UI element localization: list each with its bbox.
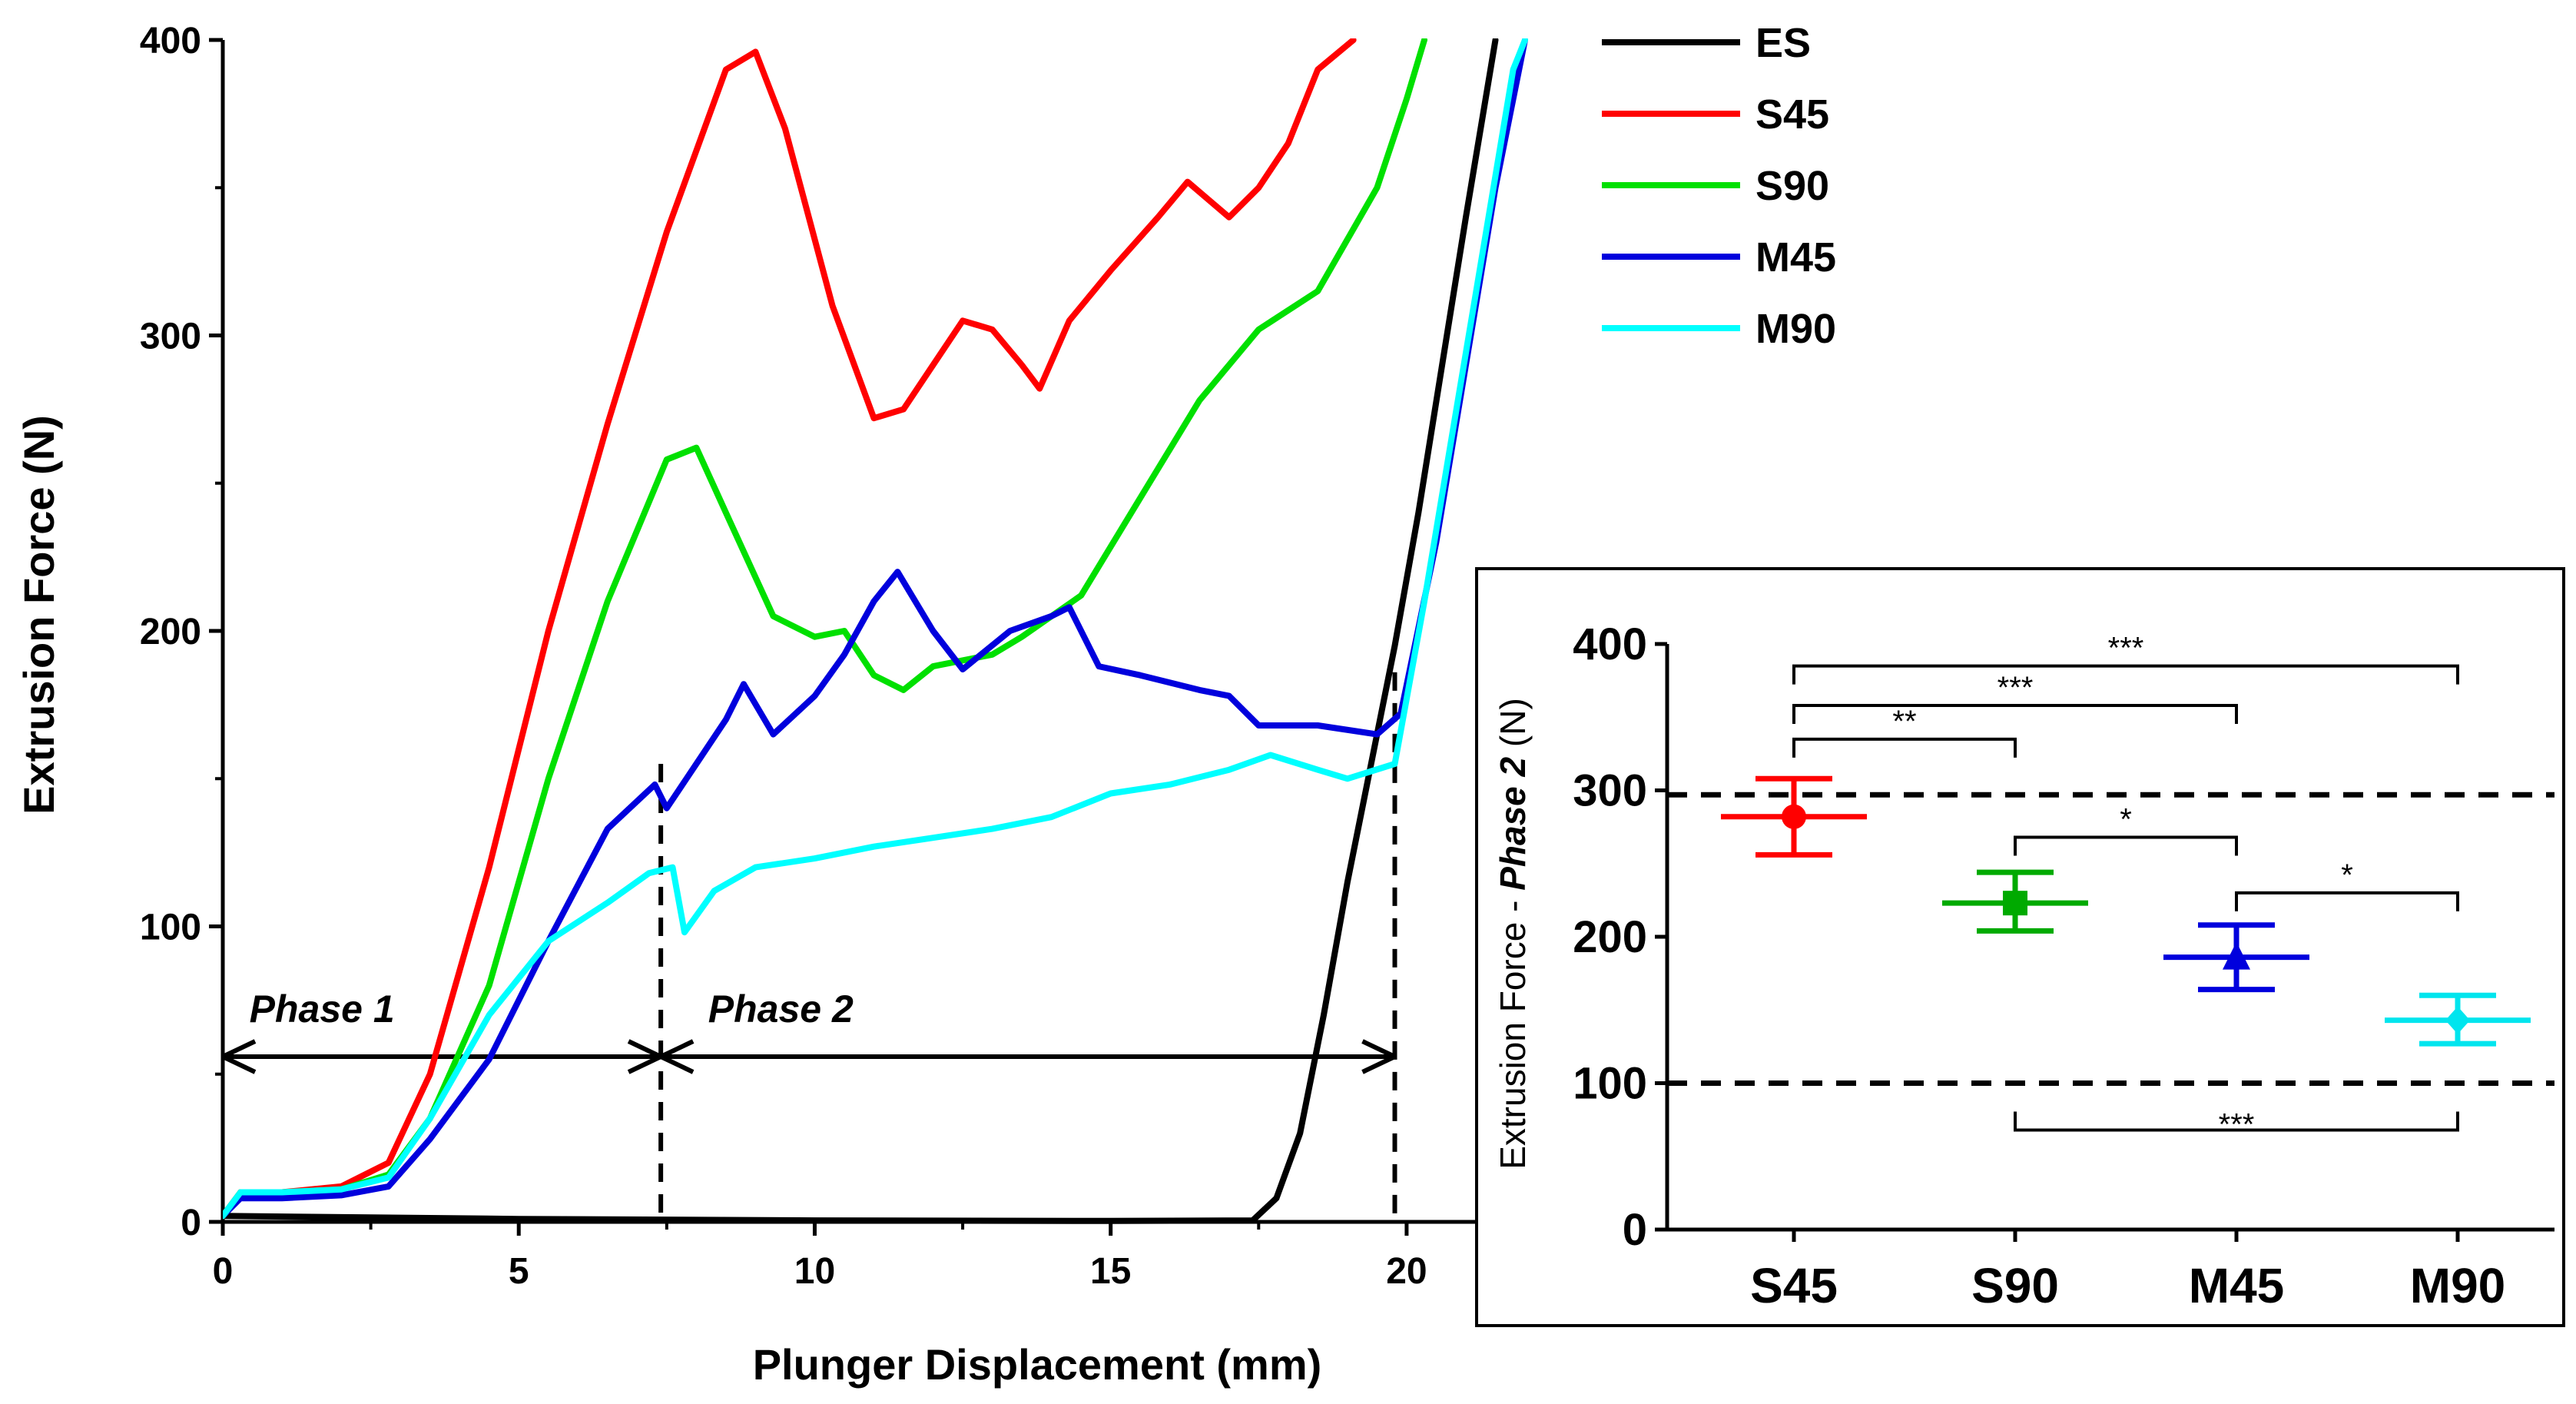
inset-y-tick-label: 200 <box>1573 912 1647 962</box>
main-y-tick-label: 0 <box>181 1203 201 1243</box>
inset-significance: ************* <box>1792 632 2459 1141</box>
mean-marker-s90 <box>2003 891 2027 916</box>
inset-y-tick-label: 400 <box>1573 619 1647 669</box>
inset-y-label-part: Extrusion Force - <box>1493 891 1533 1170</box>
phase2-arrow-head-right <box>1361 1039 1396 1074</box>
main-x-tick-label: 10 <box>794 1251 835 1292</box>
inset-x-tick-label: S45 <box>1750 1258 1838 1313</box>
mean-marker-m45 <box>2223 941 2250 970</box>
series-line-s45 <box>223 38 1357 1220</box>
legend-label-s90: S90 <box>1755 163 1829 209</box>
main-y-ticks: 0 100 200 300 400 <box>140 21 223 1243</box>
main-x-tick-label: 0 <box>213 1251 234 1292</box>
phase2-arrow-head-left <box>659 1039 695 1074</box>
significance-label: * <box>2120 802 2132 836</box>
legend-label-m45: M45 <box>1755 234 1836 280</box>
legend-label-s45: S45 <box>1755 91 1829 138</box>
main-series <box>223 38 1528 1224</box>
legend: ES S45 S90 M45 M90 <box>1602 20 1836 352</box>
significance-bracket <box>1792 737 2017 758</box>
phase-annotations: Phase 1 Phase 2 <box>221 672 1397 1222</box>
inset-chart: 0 100 200 300 400 S45 S90 M45 M90 Extrusion For… <box>1475 567 2565 1327</box>
main-x-ticks: 0 5 10 15 20 <box>213 1222 1427 1292</box>
phase2-label: Phase 2 <box>708 987 854 1031</box>
significance-bracket <box>1792 664 2459 685</box>
series-line-es <box>223 38 1499 1224</box>
main-y-axis-title: Extrusion Force (N) <box>15 415 63 815</box>
inset-y-tick-label: 100 <box>1573 1059 1647 1109</box>
series-line-s90 <box>223 38 1427 1220</box>
inset-x-tick-label: M45 <box>2189 1258 2285 1313</box>
legend-label-es: ES <box>1755 20 1811 66</box>
inset-y-ticks: 0 100 200 300 400 <box>1573 619 1667 1255</box>
inset-reference-lines <box>1667 792 2554 1086</box>
phase1-arrow-head-left <box>221 1039 257 1074</box>
main-x-tick-label: 15 <box>1090 1251 1131 1292</box>
inset-points <box>1721 775 2531 1047</box>
phase1-arrow-head-right <box>627 1039 662 1074</box>
main-y-tick-label: 400 <box>140 21 201 61</box>
significance-label: *** <box>1997 671 2034 705</box>
inset-x-tick-label: S90 <box>1971 1258 2059 1313</box>
series-line-m45 <box>223 38 1528 1220</box>
inset-y-tick-label: 0 <box>1623 1205 1647 1255</box>
main-chart: 0 100 200 300 400 0 5 10 15 20 Plunger Displacem… <box>15 20 1836 1389</box>
main-x-tick-label: 5 <box>509 1251 529 1292</box>
significance-bracket <box>1792 704 2238 725</box>
phase1-label: Phase 1 <box>250 987 395 1031</box>
significance-label: ** <box>1892 705 1916 739</box>
main-y-tick-label: 300 <box>140 317 201 357</box>
inset-y-tick-label: 300 <box>1573 766 1647 816</box>
significance-bracket <box>2014 1111 2459 1132</box>
main-y-tick-label: 100 <box>140 908 201 948</box>
inset-y-label-italic: Phase 2 <box>1493 756 1533 890</box>
main-y-tick-label: 200 <box>140 612 201 652</box>
series-line-m90 <box>223 38 1528 1220</box>
inset-y-axis-title: Extrusion Force - Phase 2 (N) <box>1493 698 1533 1170</box>
inset-frame <box>1475 567 2565 1327</box>
legend-label-m90: M90 <box>1755 306 1836 352</box>
significance-bracket <box>2014 835 2238 856</box>
main-x-tick-label: 20 <box>1386 1251 1427 1292</box>
significance-label: * <box>2341 858 2353 892</box>
main-x-axis-title: Plunger Displacement (mm) <box>753 1340 1322 1389</box>
significance-label: *** <box>2219 1107 2255 1141</box>
inset-x-ticks: S45 S90 M45 M90 <box>1750 1230 2505 1313</box>
mean-marker-s45 <box>1782 804 1806 829</box>
main-axes: 0 100 200 300 400 0 5 10 15 20 <box>140 21 1525 1292</box>
significance-bracket <box>2235 891 2459 911</box>
mean-marker-m90 <box>2445 1006 2470 1034</box>
significance-label: *** <box>2108 632 2144 665</box>
inset-x-tick-label: M90 <box>2410 1258 2506 1313</box>
inset-y-label-part: (N) <box>1493 698 1533 757</box>
